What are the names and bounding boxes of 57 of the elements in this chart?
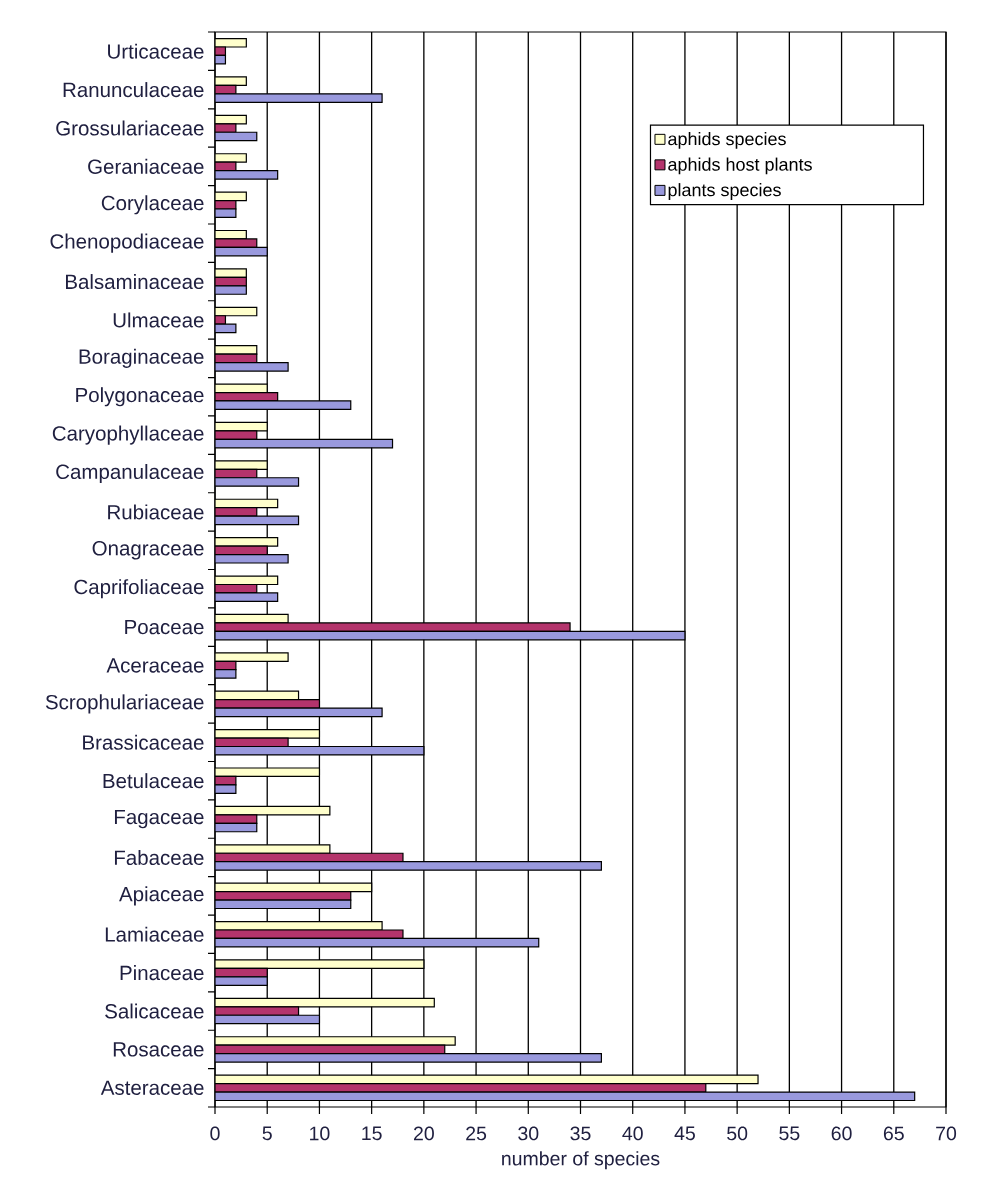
y-tick-label: Grossulariaceae [56,120,204,136]
y-tick-label: Chenopodiaceae [50,233,204,253]
y-tick-label: Betulaceae [103,773,204,789]
bar [215,477,300,487]
y-tick-label: Geraniaceae [88,158,204,174]
x-tick-label: 35 [570,1126,591,1141]
y-tick-label: Aceraceae [106,658,204,673]
y-tick-label: Ranunculaceae [63,82,204,98]
y-tick-label: Boraginaceae [79,348,204,368]
x-tick-label: 25 [466,1126,487,1141]
x-tick-label: 20 [414,1126,434,1141]
x-tick-label: 30 [518,1126,539,1141]
y-tick-label: Urticaceae [108,43,204,59]
y-tick-label: Salicaceae [105,1003,204,1019]
legend-label: plants species [668,183,781,200]
x-tick-label: 0 [210,1126,220,1141]
x-axis-title: number of species [502,1151,660,1170]
x-tick-label: 55 [779,1126,800,1141]
y-tick-label: Asteraceae [100,1080,204,1095]
x-tick-label: 70 [936,1126,957,1141]
y-tick-label: Corylaceae [101,195,204,215]
y-tick-label: Balsaminaceae [66,274,204,290]
x-tick-label: 45 [674,1126,695,1141]
bar [215,153,247,163]
y-tick-label: Fagaceae [114,809,204,829]
bar [215,652,289,662]
bar [215,285,247,295]
legend-label: aphids species [668,132,786,149]
y-tick-label: Rosaceae [113,1042,204,1057]
bar [215,507,258,517]
y-tick-label: Campanulaceae [56,463,204,484]
y-tick-label: Scrophulariaceae [45,694,204,714]
x-tick-label: 40 [622,1126,643,1141]
x-tick-label: 60 [831,1126,852,1141]
y-tick-label: Pinaceae [120,965,204,981]
bar [215,1006,300,1016]
y-tick-label: Polygonaceae [76,387,204,407]
x-tick-label: 5 [262,1126,272,1141]
y-tick-label: Apiaceae [119,886,204,906]
bar [215,93,383,103]
legend-label: aphids host plants [668,157,812,175]
y-tick-label: Onagraceae [92,541,204,560]
x-tick-label: 50 [727,1126,748,1141]
x-tick-label: 10 [310,1126,330,1141]
bar [215,844,331,854]
y-tick-label: Rubiaceae [108,504,204,520]
y-tick-label: Lamiaceae [105,926,204,942]
y-tick-label: Poaceae [125,619,204,635]
y-tick-label: Ulmaceae [113,312,204,328]
y-tick-label: Caryophyllaceae [52,425,204,445]
x-tick-label: 15 [362,1126,382,1141]
y-tick-label: Fabaceae [114,849,204,865]
y-tick-label: Brassicaceae [83,734,204,750]
x-tick-label: 65 [883,1126,904,1141]
y-tick-label: Caprifoliaceae [74,579,204,599]
bar [215,1036,456,1046]
bar [215,814,258,824]
